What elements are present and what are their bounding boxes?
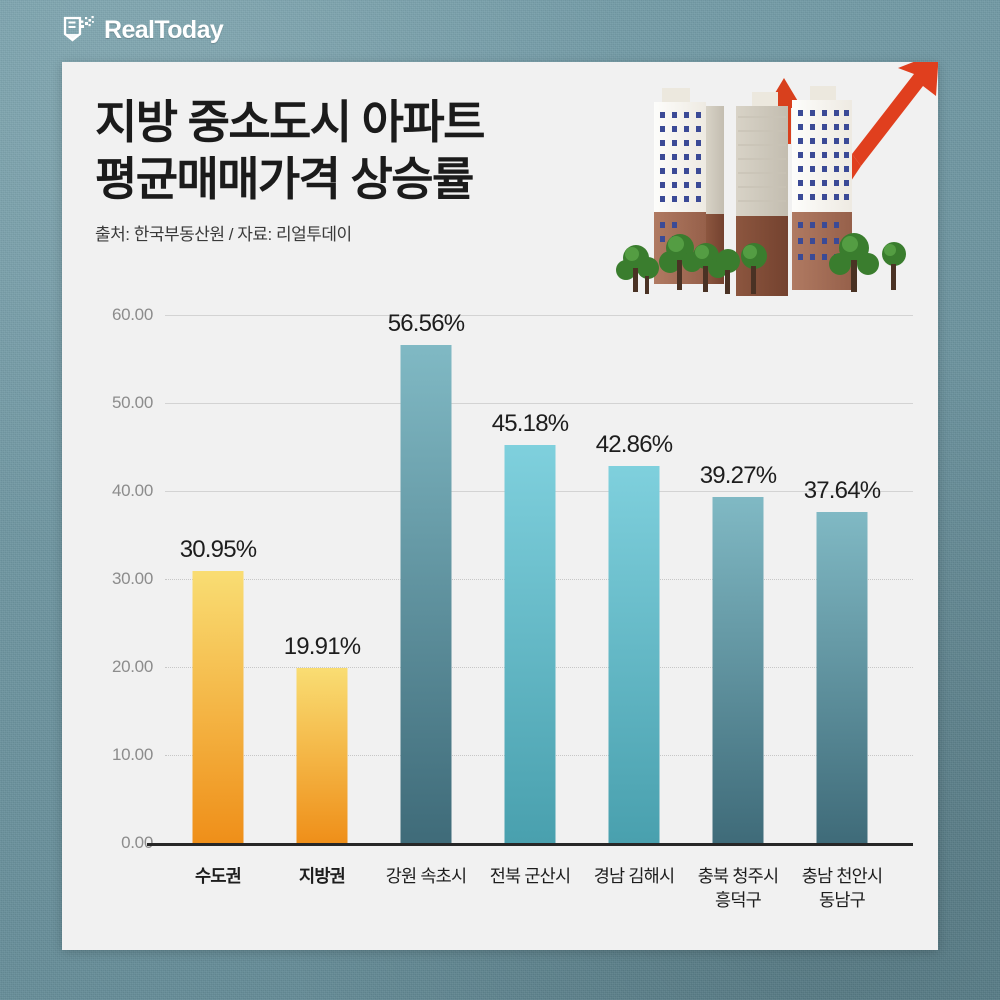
bar-6[interactable]: 37.64%: [804, 477, 881, 843]
x-axis-label-2: 강원 속초시: [386, 865, 467, 889]
page-title-line-2: 평균매매가격 상승률: [95, 152, 474, 205]
bar-2[interactable]: 56.56%: [388, 310, 465, 843]
bar-value-label-0: 30.95%: [179, 535, 257, 563]
brand-name: RealToday: [104, 15, 224, 44]
bar-value-label-2: 56.56%: [387, 310, 465, 338]
x-axis-label-5: 충북 청주시 흥덕구: [698, 865, 779, 912]
x-axis-label-4: 경남 김해시: [594, 865, 675, 889]
bar-1[interactable]: 19.91%: [284, 633, 361, 843]
bar-group-3[interactable]: 45.18% 전북 군산시: [483, 315, 577, 886]
bar-group-6[interactable]: 37.64% 충남 천안시 동남구: [795, 315, 889, 910]
x-axis-label-6: 충남 천안시 동남구: [802, 865, 883, 912]
y-axis-tick-30: 30.00: [111, 569, 153, 588]
bar-value-label-1: 19.91%: [283, 632, 361, 660]
bar-group-5[interactable]: 39.27% 충북 청주시 흥덕구: [691, 315, 785, 909]
bar-value-label-6: 37.64%: [803, 476, 881, 504]
bar-4[interactable]: 42.86%: [596, 431, 673, 843]
bar-value-label-5: 39.27%: [699, 462, 777, 490]
y-axis-tick-20: 20.00: [111, 657, 153, 676]
x-axis-label-0-line-1: 수도권: [195, 866, 242, 886]
x-axis-label-1-line-1: 지방권: [299, 866, 346, 886]
y-axis-tick-10: 10.00: [111, 745, 153, 764]
x-axis-label-3: 전북 군산시: [490, 865, 571, 889]
x-axis-label-5-line-1: 충북 청주시: [697, 866, 779, 886]
page-title-line-1: 지방 중소도시 아파트: [95, 96, 485, 148]
y-axis-tick-60: 60.00: [111, 305, 153, 324]
gridline-60: [165, 315, 913, 316]
x-axis-label-1: 지방권: [299, 865, 346, 889]
bar-group-2[interactable]: 56.56% 강원 속초시: [379, 310, 473, 886]
bar-group-1[interactable]: 19.91% 지방권: [275, 315, 369, 886]
x-axis-label-2-line-1: 강원 속초시: [385, 866, 467, 886]
y-axis-tick-0: 0.00: [121, 833, 153, 852]
bar-5[interactable]: 39.27%: [700, 462, 777, 843]
y-axis-tick-40: 40.00: [111, 481, 153, 500]
bar-group-0[interactable]: 30.95% 수도권: [171, 315, 265, 886]
headline-block: 지방 중소도시 아파트 평균매매가격 상승률 출처: 한국부동산원 / 자료: …: [95, 94, 485, 245]
x-axis-label-5-line-2: 흥덕구: [715, 889, 762, 910]
infographic-card: 지방 중소도시 아파트 평균매매가격 상승률 출처: 한국부동산원 / 자료: …: [62, 62, 938, 950]
realtoday-cube-icon: [63, 16, 94, 42]
bar-0[interactable]: 30.95%: [180, 536, 257, 843]
brand-logo[interactable]: RealToday: [62, 8, 224, 52]
bar-3[interactable]: 45.18%: [492, 410, 569, 843]
y-axis-tick-50: 50.00: [111, 393, 153, 412]
x-axis-label-6-line-2: 동남구: [819, 889, 866, 910]
x-axis-label-4-line-1: 경남 김해시: [593, 866, 675, 886]
bar-value-label-3: 45.18%: [491, 410, 569, 438]
x-axis-label-6-line-1: 충남 천안시: [801, 866, 883, 886]
gridline-50: [165, 403, 913, 404]
source-note: 출처: 한국부동산원 / 자료: 리얼투데이: [95, 225, 352, 245]
x-axis-label-3-line-1: 전북 군산시: [489, 866, 571, 886]
chart-plot-area: 60.00 50.00 40.00 30.00 20.00 10.00 0.00…: [112, 305, 913, 910]
bar-group-4[interactable]: 42.86% 경남 김해시: [587, 315, 681, 886]
x-axis-label-0: 수도권: [195, 865, 242, 889]
bar-chart: 60.00 50.00 40.00 30.00 20.00 10.00 0.00…: [62, 62, 938, 950]
bar-value-label-4: 42.86%: [595, 430, 673, 458]
x-axis-line: [147, 843, 913, 846]
